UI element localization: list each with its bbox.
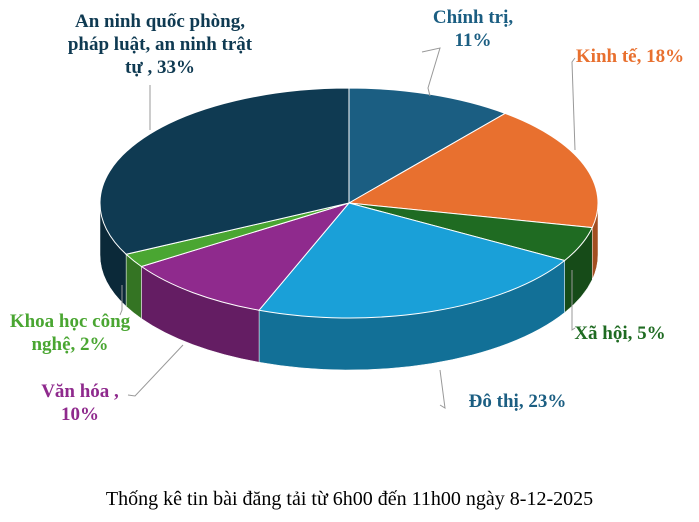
label-van-hoa: Văn hóa , 10% (41, 381, 119, 425)
slice-3 (258, 202, 566, 319)
label-chinh-tri: Chính trị, 11% (432, 7, 514, 51)
label-an-ninh: An ninh quốc phòng, pháp luật, an ninh t… (67, 11, 253, 78)
leader-line-3 (439, 369, 446, 409)
leader-line-0 (421, 47, 441, 97)
leader-line-2 (571, 270, 576, 331)
slice-6 (99, 87, 350, 255)
slice-4 (140, 202, 351, 311)
leader-line-1 (571, 57, 576, 151)
leader-line-5 (119, 285, 123, 316)
slice-0 (348, 87, 507, 204)
label-khcn: Khoa học công nghệ, 2% (9, 311, 131, 355)
slice-1 (347, 112, 599, 229)
label-do-thi: Đô thị, 23% (468, 391, 567, 412)
leader-line-4 (127, 344, 184, 397)
label-kinh-te: Kinh tế, 18% (575, 46, 685, 67)
label-xa-hoi: Xã hội, 5% (574, 323, 666, 344)
chart-title: Thống kê tin bài đăng tải từ 6h00 đến 11… (105, 488, 594, 510)
